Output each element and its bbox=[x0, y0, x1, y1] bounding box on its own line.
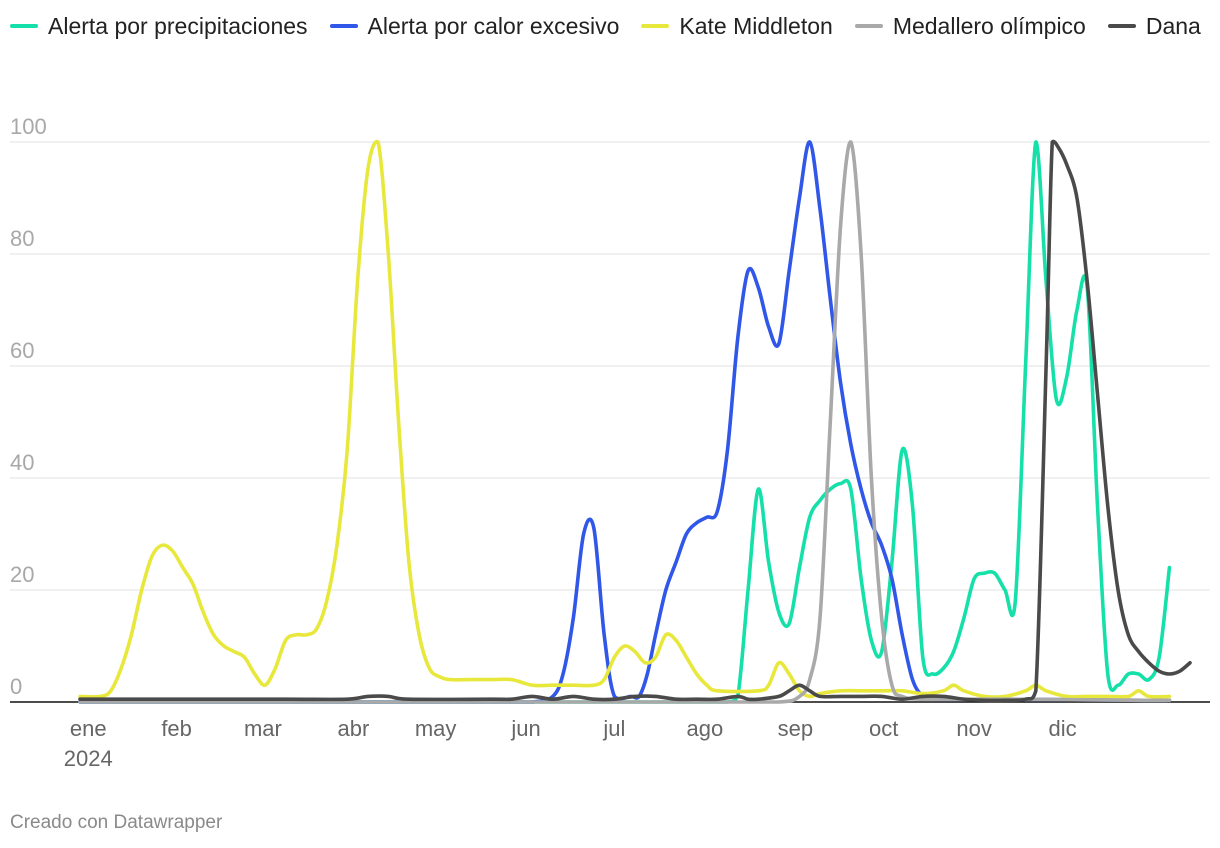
series-line-kate-middleton bbox=[78, 139, 1172, 699]
legend-label: Alerta por calor excesivo bbox=[367, 13, 620, 39]
series-line-alerta-por-calor-excesivo bbox=[78, 140, 1172, 704]
series-line-medallero-olimpico bbox=[78, 140, 1172, 704]
legend-item-dana: Dana bbox=[1107, 13, 1201, 39]
legend-swatch bbox=[1107, 24, 1136, 28]
legend-swatch bbox=[10, 24, 38, 28]
legend-item-alerta-por-calor-excesivo: Alerta por calor excesivo bbox=[329, 13, 620, 39]
x-tick-label: sep bbox=[778, 716, 813, 741]
x-tick-label: may bbox=[415, 716, 457, 741]
x-tick-label: feb bbox=[161, 716, 192, 741]
y-tick-label: 100 bbox=[10, 114, 47, 139]
x-tick-label: mar bbox=[244, 716, 282, 741]
legend-label: Alerta por precipitaciones bbox=[48, 13, 308, 39]
legend-label: Kate Middleton bbox=[679, 13, 833, 39]
x-tick-label: ene bbox=[70, 716, 107, 741]
legend-swatch bbox=[641, 24, 670, 28]
legend-item-medallero-olimpico: Medallero olímpico bbox=[854, 13, 1086, 39]
x-tick-label: dic bbox=[1048, 716, 1076, 741]
chart-legend: Alerta por precipitaciones Alerta por cal… bbox=[10, 14, 1210, 38]
y-tick-label: 60 bbox=[10, 338, 34, 363]
x-tick-label: ago bbox=[687, 716, 724, 741]
x-tick-label: abr bbox=[337, 716, 369, 741]
legend-label: Dana bbox=[1145, 13, 1201, 39]
series-line-dana bbox=[78, 139, 1192, 703]
series-line-alerta-por-precipitaciones bbox=[78, 140, 1172, 704]
legend-label: Medallero olímpico bbox=[892, 13, 1086, 39]
x-tick-label: oct bbox=[869, 716, 898, 741]
legend-item-kate-middleton: Kate Middleton bbox=[641, 13, 833, 39]
y-tick-label: 0 bbox=[10, 674, 22, 699]
x-tick-label: jun bbox=[510, 716, 540, 741]
legend-swatch bbox=[329, 24, 358, 28]
x-tick-label: nov bbox=[956, 716, 991, 741]
footer-credit: Creado con Datawrapper bbox=[10, 812, 223, 833]
y-tick-label: 20 bbox=[10, 562, 34, 587]
legend-swatch bbox=[854, 24, 883, 28]
y-tick-label: 80 bbox=[10, 226, 34, 251]
x-tick-sublabel: 2024 bbox=[64, 746, 113, 771]
legend-item-alerta-por-precipitaciones: Alerta por precipitaciones bbox=[10, 14, 308, 38]
x-tick-label: jul bbox=[602, 716, 625, 741]
y-tick-label: 40 bbox=[10, 450, 34, 475]
